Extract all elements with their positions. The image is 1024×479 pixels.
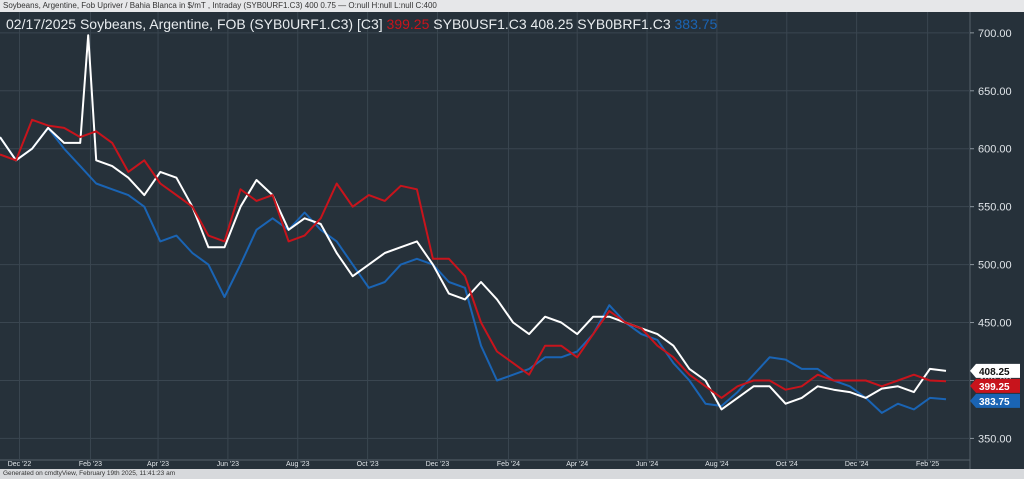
x-tick-label: Jun '23 [217, 461, 239, 468]
price-tag-syb0usf1-c3: 408.25 [970, 363, 1020, 378]
x-tick-label: Feb '24 [497, 461, 520, 468]
price-tag-shape [970, 378, 1020, 393]
price-tag-syb0urf1-c3: 399.25 [970, 378, 1020, 393]
price-tag-label: 399.25 [979, 382, 1010, 393]
price-tag-label: 408.25 [979, 367, 1010, 378]
series-line-syb0urf1-c3 [0, 118, 947, 399]
price-tag-syb0brf1-c3: 383.75 [970, 393, 1020, 408]
series-line-syb0brf1-c3 [0, 126, 947, 414]
x-tick-label: Oct '24 [776, 461, 798, 468]
y-tick-label: 700.00 [978, 28, 1012, 40]
x-tick-label: Aug '23 [286, 461, 310, 468]
x-tick-label: Apr '24 [566, 461, 588, 468]
x-tick-label: Apr '23 [147, 461, 169, 468]
title-red-value: 399.25 [386, 16, 430, 32]
y-tick-label: 550.00 [978, 202, 1012, 214]
x-tick-label: Jun '24 [636, 461, 658, 468]
x-tick-label: Dec '22 [8, 461, 32, 468]
price-tags: 408.25 399.25 383.75 [970, 363, 1020, 408]
x-tick-label: Dec '24 [845, 461, 869, 468]
grid-lines [0, 12, 971, 469]
x-tick-label: Feb '23 [79, 461, 102, 468]
series-line-syb0usf1-c3 [0, 34, 947, 411]
x-tick-label: Oct '23 [357, 461, 379, 468]
price-tag-shape [970, 363, 1020, 378]
y-tick-label: 500.00 [978, 260, 1012, 272]
y-tick-label: 600.00 [978, 144, 1012, 156]
x-tick-label: Dec '23 [426, 461, 450, 468]
y-tick-label: 450.00 [978, 318, 1012, 330]
chart-plot-area[interactable]: 350.00400.00450.00500.00550.00600.00650.… [0, 12, 1024, 469]
line-chart[interactable]: 350.00400.00450.00500.00550.00600.00650.… [0, 12, 1024, 469]
title-main: 02/17/2025 Soybeans, Argentine, FOB (SYB… [6, 16, 383, 32]
x-tick-label: Aug '24 [705, 461, 729, 468]
price-tag-label: 383.75 [979, 397, 1010, 408]
title-blue-value: 383.75 [674, 16, 718, 32]
price-tag-shape [970, 393, 1020, 408]
x-tick-label: Feb '25 [916, 461, 939, 468]
chart-title: 02/17/2025 Soybeans, Argentine, FOB (SYB… [6, 16, 717, 32]
y-tick-label: 350.00 [978, 433, 1012, 445]
chart-header-info: Soybeans, Argentine, Fob Upriver / Bahia… [0, 0, 1024, 12]
series-lines [0, 34, 947, 414]
y-tick-label: 650.00 [978, 86, 1012, 98]
title-mid: SYB0USF1.C3 408.25 SYB0BRF1.C3 [433, 16, 671, 32]
generated-footer: Generated on cmdtyView, February 19th 20… [0, 469, 1024, 479]
